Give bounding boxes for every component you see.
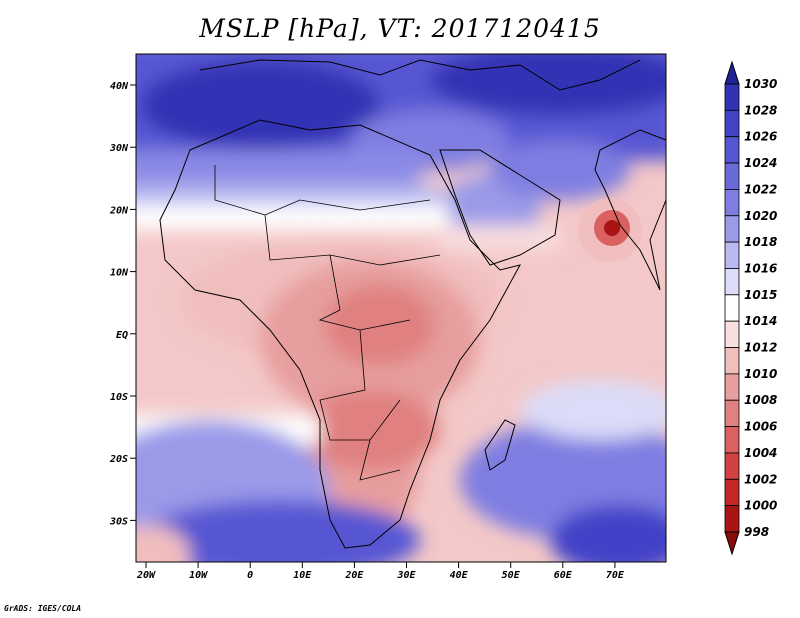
lon-tick-label: 10W <box>189 570 208 581</box>
lat-tick-label: 10S <box>110 392 128 403</box>
lat-tick-label: EQ <box>116 330 128 341</box>
colorbar-segment <box>724 83 740 111</box>
colorbar-label: 1010 <box>744 367 777 381</box>
latitude-axis: 40N 30N 20N 10N EQ 10S 20S 30S <box>109 81 136 527</box>
lat-tick-label: 30N <box>109 143 129 154</box>
longitude-axis: 20W 10W 0 10E 20E 30E 40E 50E 60E 70E <box>136 562 625 581</box>
colorbar-segment <box>724 426 740 454</box>
colorbar-segment <box>724 189 740 217</box>
colorbar-segment <box>724 478 740 507</box>
colorbar-label: 1020 <box>744 209 777 223</box>
lon-tick-label: 70E <box>606 570 625 581</box>
credit-text: GrADS: IGES/COLA <box>4 604 82 613</box>
colorbar-segment <box>724 294 740 322</box>
lon-tick-label: 20E <box>344 570 364 581</box>
colorbar-label: 1014 <box>744 314 777 328</box>
india-coastline <box>594 129 666 291</box>
colorbar-label: 1012 <box>744 341 777 355</box>
colorbar-label: 1030 <box>744 77 777 91</box>
colorbar-segment <box>724 109 740 138</box>
map-title: MSLP [hPa], VT: 2017120415 <box>199 14 601 43</box>
colorbar-top-arrow <box>724 60 740 85</box>
colorbar-segment <box>724 136 740 164</box>
colorbar-segment <box>724 452 740 480</box>
lat-tick-label: 10N <box>110 268 129 279</box>
colorbar-segment <box>724 505 740 533</box>
colorbar-label: 1024 <box>744 156 777 170</box>
colorbar: 1030 1028 1026 1024 1022 1020 1018 1016 1015 1014… <box>724 60 777 556</box>
colorbar-label: 1016 <box>744 261 777 275</box>
colorbar-label: 1026 <box>744 130 777 144</box>
europe-coastline <box>199 59 641 91</box>
colorbar-label: 1028 <box>744 103 777 117</box>
colorbar-segment <box>724 215 740 243</box>
country-borders <box>214 165 441 481</box>
pressure-field <box>136 54 666 562</box>
lon-tick-label: 60E <box>554 570 573 581</box>
lon-tick-label: 40E <box>450 570 469 581</box>
colorbar-segment <box>724 268 740 296</box>
colorbar-label: 1008 <box>744 393 777 407</box>
colorbar-label: 1006 <box>744 420 777 434</box>
lon-tick-label: 0 <box>247 570 253 581</box>
lon-tick-label: 50E <box>502 570 521 581</box>
lat-tick-label: 30S <box>109 516 128 527</box>
colorbar-label: 1018 <box>744 235 777 249</box>
colorbar-segment <box>724 241 740 269</box>
colorbar-bottom-arrow <box>724 531 740 556</box>
madagascar-coastline <box>484 419 516 471</box>
colorbar-segment <box>724 373 740 401</box>
colorbar-label: 1004 <box>744 446 777 460</box>
colorbar-label: 1002 <box>744 472 777 486</box>
colorbar-label: 1015 <box>744 288 777 302</box>
lat-tick-label: 20N <box>109 205 129 216</box>
africa-coastline <box>159 119 521 549</box>
lat-tick-label: 20S <box>109 454 128 465</box>
lon-tick-label: 30E <box>396 570 416 581</box>
colorbar-segment <box>724 399 740 427</box>
arabia-coastline <box>439 149 561 266</box>
colorbar-label: 1022 <box>744 182 777 196</box>
colorbar-label: 998 <box>744 525 769 539</box>
lon-tick-label: 10E <box>293 570 312 581</box>
lon-tick-label: 20W <box>136 570 156 581</box>
lat-tick-label: 40N <box>110 81 129 92</box>
colorbar-segment <box>724 347 740 375</box>
colorbar-label: 1000 <box>744 499 777 513</box>
colorbar-segment <box>724 162 740 190</box>
colorbar-segment <box>724 320 740 348</box>
